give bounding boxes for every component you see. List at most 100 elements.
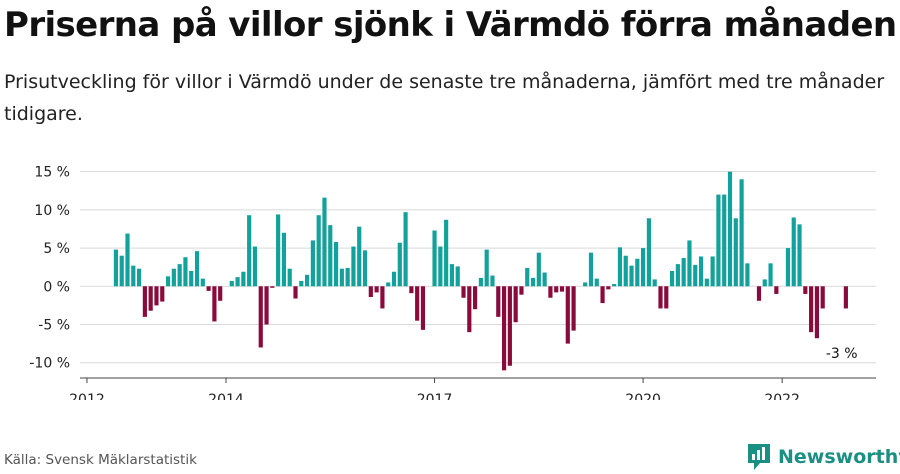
bar (478, 277, 483, 287)
bar (583, 282, 588, 287)
chart-subtitle: Prisutveckling för villor i Värmdö under… (4, 71, 885, 125)
bar (704, 278, 709, 287)
bar (814, 286, 819, 339)
y-tick-label: 0 % (43, 279, 70, 295)
bar (803, 286, 808, 294)
bar (797, 224, 802, 287)
bar (530, 277, 536, 287)
bar (258, 286, 263, 348)
bar (281, 232, 287, 287)
bar (664, 286, 669, 309)
bar (745, 263, 750, 287)
bar (455, 266, 460, 287)
bar (200, 278, 205, 287)
bar (820, 286, 825, 309)
brand-name: Newsworthy (778, 446, 900, 468)
bar (125, 233, 130, 287)
bar (194, 251, 200, 287)
bar (142, 286, 147, 317)
bar (525, 267, 530, 287)
bar (165, 276, 171, 287)
bar (762, 279, 767, 287)
brand[interactable]: Newsworthy (746, 440, 900, 474)
bar (641, 248, 646, 287)
y-tick-label: 15 % (34, 165, 70, 181)
bar (357, 226, 362, 287)
bar (484, 249, 489, 287)
bar (131, 265, 136, 287)
bar (252, 246, 258, 287)
bar (287, 268, 292, 287)
bar (316, 215, 321, 287)
bar (351, 246, 356, 287)
bar (542, 272, 547, 287)
bar (554, 286, 559, 293)
bar (270, 286, 275, 288)
bar (160, 286, 165, 302)
bar (687, 240, 692, 287)
bar (635, 258, 640, 287)
x-tick-label: 2022 (764, 392, 800, 400)
bar (229, 280, 234, 287)
bar (386, 282, 391, 287)
bar (362, 250, 368, 287)
bar (548, 286, 553, 298)
bar (247, 215, 252, 287)
source-note: Källa: Svensk Mäklarstatistik (4, 452, 197, 468)
x-tick-label: 2017 (417, 392, 453, 400)
bar (681, 258, 686, 287)
bar (218, 286, 223, 301)
bar (380, 286, 385, 309)
bar (612, 283, 617, 287)
bar (623, 255, 628, 287)
bar (785, 248, 791, 287)
bar (693, 264, 698, 287)
y-tick-label: 10 % (34, 203, 70, 219)
chart-title: Priserna på villor sjönk i Värmdö förra … (4, 5, 897, 45)
bar (177, 264, 182, 287)
bar (322, 197, 327, 287)
bar (415, 286, 420, 321)
bar (473, 286, 478, 310)
bar (235, 277, 240, 287)
bar (449, 264, 455, 287)
bar (658, 286, 663, 309)
bar (519, 286, 524, 295)
bar (432, 230, 437, 287)
bar (559, 286, 565, 292)
bar (722, 194, 727, 287)
newsworthy-logo-icon (748, 444, 770, 470)
bar (565, 286, 570, 344)
y-tick-label: -5 % (38, 318, 70, 334)
bar (438, 246, 443, 287)
bar (339, 268, 344, 287)
bar (154, 286, 159, 306)
bar (669, 271, 675, 287)
bar (148, 286, 153, 311)
bar (276, 214, 281, 287)
bar (391, 271, 397, 287)
y-tick-label: 5 % (43, 241, 70, 257)
bar (843, 286, 848, 309)
bar (739, 179, 744, 287)
bar (310, 240, 315, 287)
bar (652, 279, 657, 287)
bar (171, 268, 176, 287)
bar (137, 268, 142, 287)
bar (333, 241, 339, 287)
bar (600, 286, 605, 304)
bar (328, 225, 333, 287)
bar (629, 265, 634, 287)
bar (299, 280, 304, 287)
bar (496, 286, 501, 317)
bar (368, 286, 373, 297)
bar (397, 242, 402, 287)
bar (791, 217, 796, 287)
y-tick-label: -10 % (29, 356, 70, 372)
bar (409, 286, 414, 294)
bar (710, 256, 715, 287)
bar (809, 286, 814, 333)
bar-chart: 15 % 10 % 5 % 0 % -5 % -10 % 2012 2014 2017 2020 2… (29, 165, 876, 400)
bar (183, 257, 188, 287)
bar (768, 263, 773, 287)
